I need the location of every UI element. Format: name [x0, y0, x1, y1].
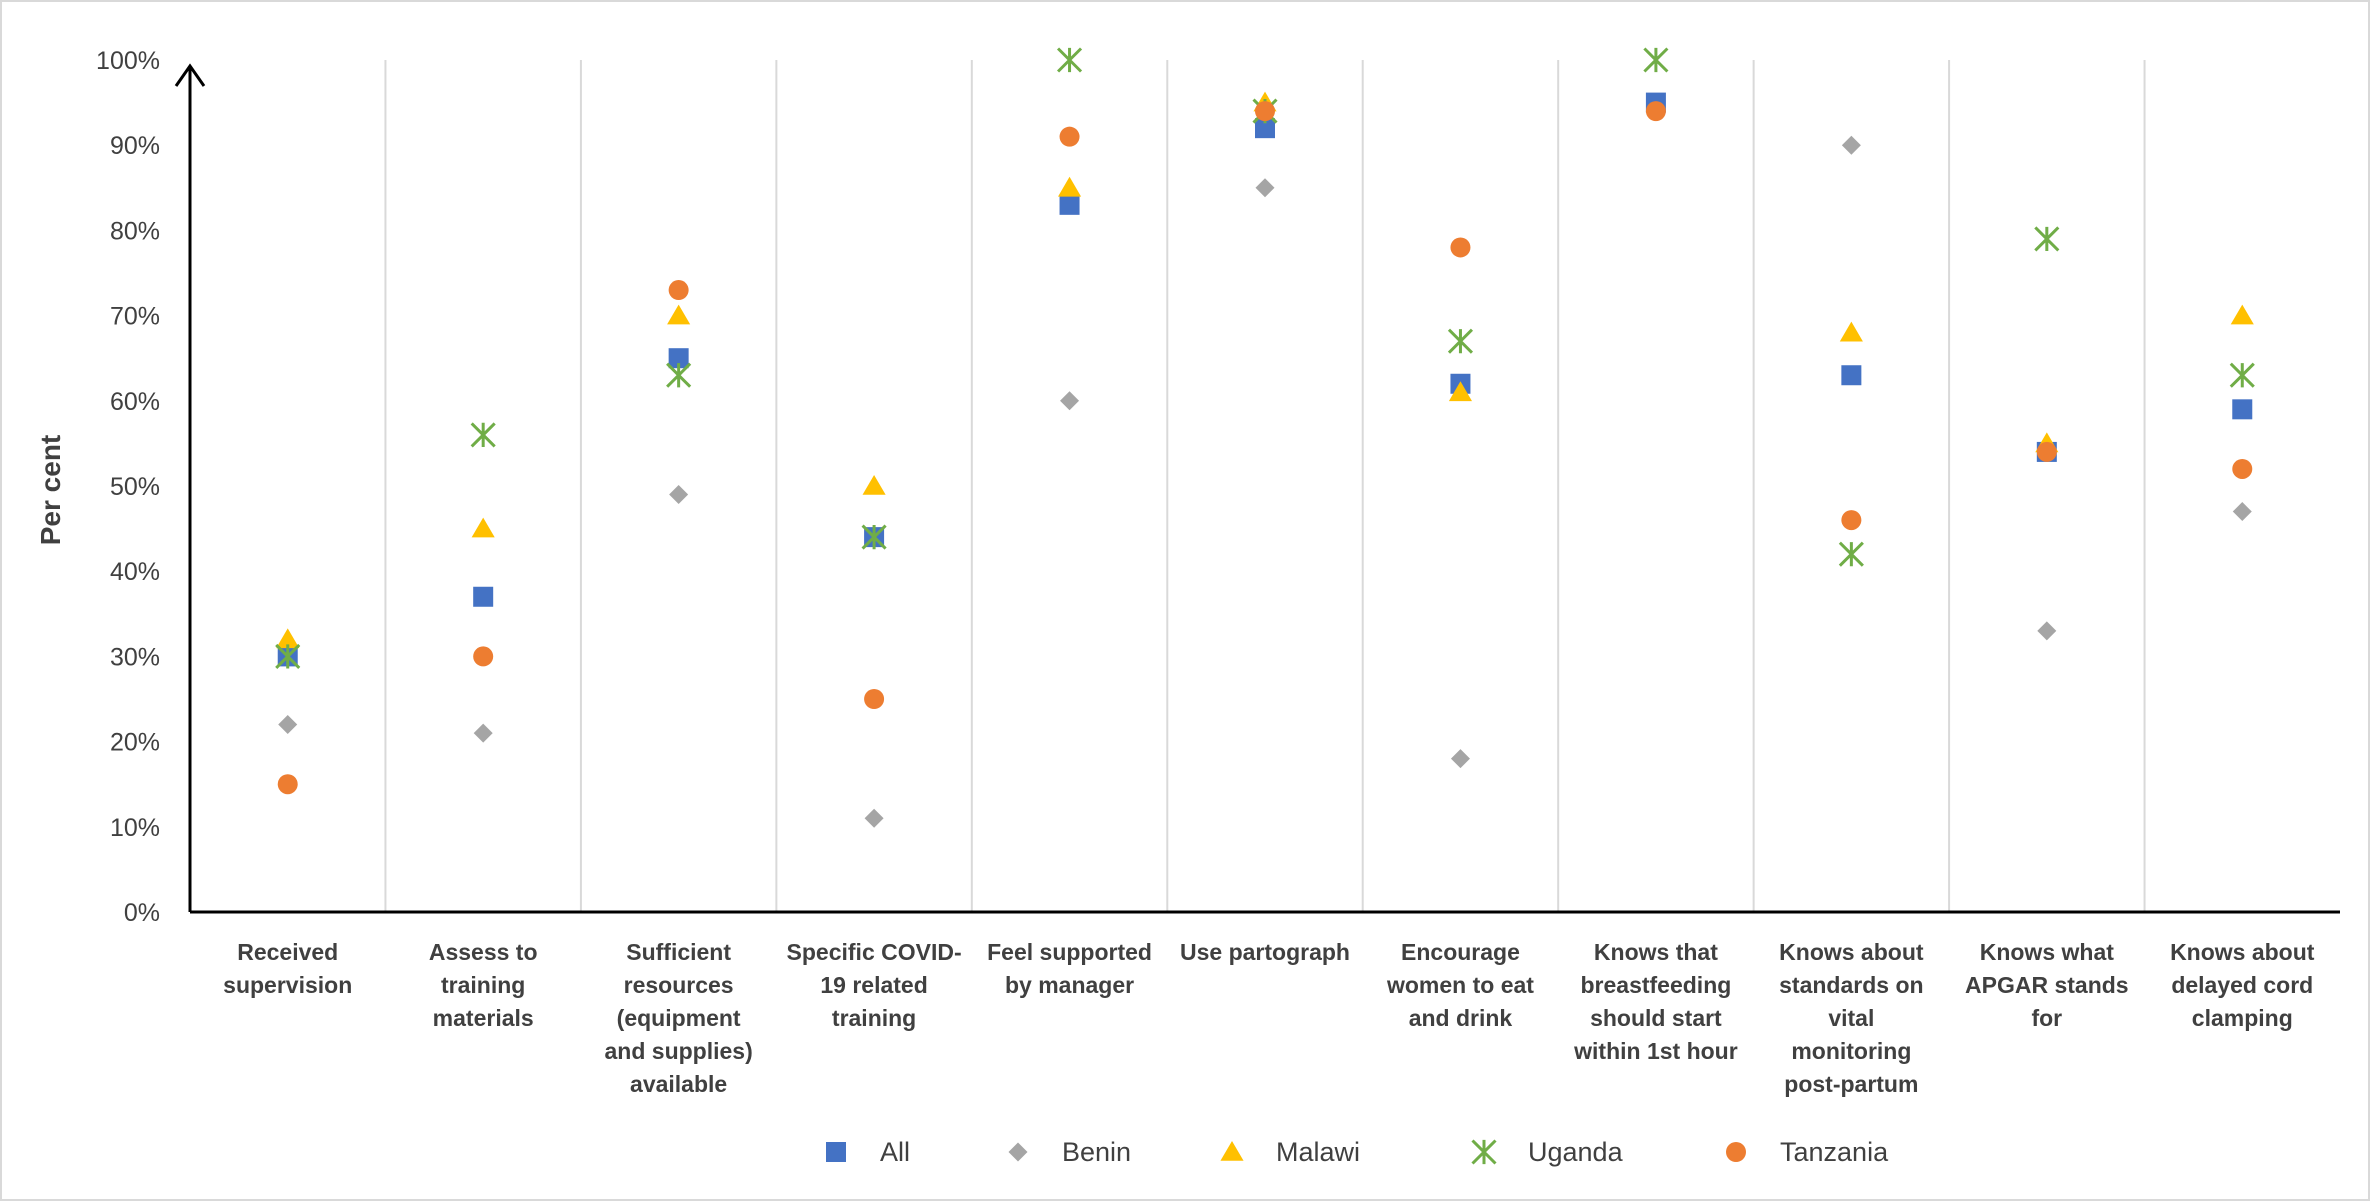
point-uganda [861, 524, 887, 550]
legend-label-uganda: Uganda [1528, 1137, 1624, 1167]
point-malawi [667, 304, 691, 325]
point-malawi [1448, 381, 1473, 402]
y-tick-label: 50% [110, 473, 160, 501]
point-tanzania [277, 774, 298, 795]
y-tick-label: 100% [96, 47, 160, 75]
y-axis-arrow [174, 63, 206, 87]
point-all [1255, 118, 1275, 139]
point-uganda [1838, 541, 1864, 567]
point-tanzania [864, 689, 885, 709]
y-tick-label: 30% [110, 643, 160, 671]
category-label: Received supervision [223, 939, 352, 998]
legend-label-tanzania: Tanzania [1780, 1137, 1889, 1167]
legend-marker-malawi [1220, 1141, 1244, 1161]
y-axis-ticks: 0% 10% 20% 30% 40% 50% 60% 70% 80% 90% 100% [96, 47, 160, 927]
point-all [668, 348, 689, 369]
point-malawi [471, 517, 495, 538]
point-uganda [275, 643, 301, 669]
y-tick-label: 90% [110, 132, 160, 160]
legend-label-malawi: Malawi [1276, 1137, 1360, 1167]
category-label: Knows what APGAR stands for [1965, 939, 2129, 1031]
y-tick-label: 40% [110, 558, 160, 586]
point-malawi [1839, 321, 1863, 342]
point-uganda [1643, 47, 1669, 73]
point-tanzania [1450, 237, 1471, 258]
category-label: Knows about standards on vital monitoring po… [1779, 939, 1924, 1097]
point-tanzania [668, 280, 689, 301]
point-uganda [1447, 328, 1474, 354]
legend-label-all: All [880, 1137, 910, 1167]
y-tick-label: 0% [124, 899, 160, 927]
point-benin [473, 723, 493, 743]
y-tick-label: 10% [110, 814, 160, 842]
point-benin [864, 808, 884, 828]
legend-marker-uganda [1471, 1139, 1497, 1165]
point-benin [1060, 391, 1080, 411]
y-tick-label: 80% [110, 217, 160, 245]
y-tick-label: 60% [110, 388, 160, 416]
point-tanzania [2036, 441, 2057, 462]
legend-label-benin: Benin [1062, 1137, 1131, 1167]
point-tanzania [1059, 126, 1080, 147]
point-benin [1450, 749, 1470, 769]
category-label: Knows about delayed cord clamping [2170, 939, 2315, 1031]
category-label: Knows that breastfeeding should start withi… [1573, 939, 1738, 1064]
point-malawi [2230, 304, 2254, 325]
point-all [2232, 399, 2253, 420]
point-tanzania [1841, 510, 1862, 531]
y-axis-title: Per cent [35, 435, 66, 546]
category-label: Specific COVID-19 related training [787, 939, 962, 1031]
point-tanzania [1255, 101, 1275, 122]
point-tanzania [2232, 458, 2253, 479]
point-benin [2037, 621, 2057, 641]
legend-marker-tanzania [1726, 1142, 1746, 1162]
point-uganda [2229, 362, 2255, 388]
category-label: Feel supported by manager [987, 939, 1152, 998]
point-benin [2232, 502, 2252, 522]
category-labels: Received supervision Assess to training mate… [223, 939, 2315, 1097]
legend-marker-benin [1008, 1142, 1028, 1162]
point-tanzania [1645, 101, 1666, 122]
point-malawi [276, 628, 300, 649]
category-label: Assess to training materials [429, 939, 538, 1031]
category-label: Sufficient resources (equipment and supplie… [605, 939, 753, 1097]
point-uganda [1056, 47, 1083, 73]
point-benin [278, 715, 298, 735]
point-uganda [470, 422, 496, 448]
legend: All Benin Malawi Uganda Tanzania [826, 1137, 1889, 1167]
point-uganda [666, 362, 692, 388]
point-malawi [1057, 176, 1082, 197]
axes [174, 63, 2340, 914]
y-tick-label: 20% [110, 729, 160, 757]
point-benin [669, 485, 689, 505]
point-all [1841, 365, 1862, 386]
point-tanzania [473, 646, 494, 667]
y-tick-label: 70% [110, 303, 160, 331]
category-label: Encourage women to eat and drink [1386, 939, 1534, 1031]
point-all [1059, 194, 1080, 215]
legend-marker-all [826, 1142, 846, 1162]
data-points [275, 47, 2255, 828]
point-malawi [862, 475, 886, 495]
point-all [473, 586, 494, 607]
point-uganda [2034, 226, 2060, 252]
point-benin [1255, 178, 1275, 198]
category-separators [384, 60, 2146, 912]
category-label: Use partograph [1180, 939, 1350, 965]
point-benin [1841, 135, 1861, 155]
